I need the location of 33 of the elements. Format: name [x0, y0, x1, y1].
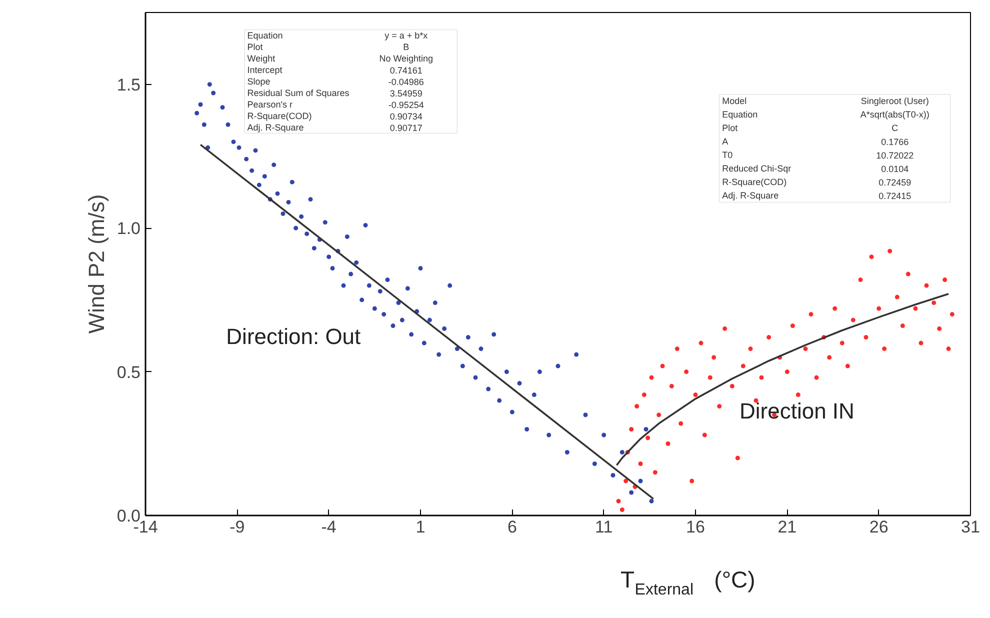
text: Pearson's r -0.95254 [247, 99, 424, 110]
x-tick-label: 31 [961, 518, 980, 536]
y-tick-label: 1.5 [116, 75, 141, 94]
x-tick-label: 26 [869, 518, 888, 536]
x-tick-label: 1 [416, 518, 426, 536]
text: Adj. R-Square 0.72415 [722, 190, 912, 201]
text: Weight No Weighting [247, 53, 434, 64]
x-tick-label: 16 [686, 518, 705, 536]
text: Intercept 0.74161 [247, 64, 422, 76]
x-tick-label: 6 [507, 518, 517, 536]
y-axis-title: Wind P2 (m/s) [84, 194, 109, 334]
text: Residual Sum of Squares 3.54959 [247, 88, 422, 98]
text: T0 10.72022 [722, 150, 914, 161]
x-tick-label: 11 [595, 518, 613, 536]
x-tick-label: -4 [321, 518, 336, 536]
text: Adj. R-Square 0.90717 [247, 122, 422, 133]
text: Reduced Chi-Sqr 0.0104 [722, 164, 909, 174]
line-series [616, 292, 950, 466]
text: Slope -0.04986 [247, 76, 424, 87]
text: Model Singleroot (User) [722, 96, 929, 106]
text: Plot C [722, 123, 898, 134]
x-tick-label: -9 [230, 518, 245, 536]
text: A 0.1766 [722, 136, 909, 148]
text: Equation y = a + b*x [247, 30, 428, 40]
text: R-Square(COD) 0.72459 [722, 176, 912, 188]
y-tick-label: 1.0 [116, 219, 141, 238]
y-tick-label: 0.5 [116, 362, 141, 382]
x-tick-label: 21 [778, 518, 797, 536]
text: Plot B [247, 42, 410, 52]
text: R-Square(COD) 0.90734 [247, 110, 422, 122]
series-label: Direction IN [740, 398, 854, 424]
series-label: Direction: Out [226, 324, 361, 349]
text: Equation A*sqrt(abs(T0-x)) [722, 110, 930, 120]
